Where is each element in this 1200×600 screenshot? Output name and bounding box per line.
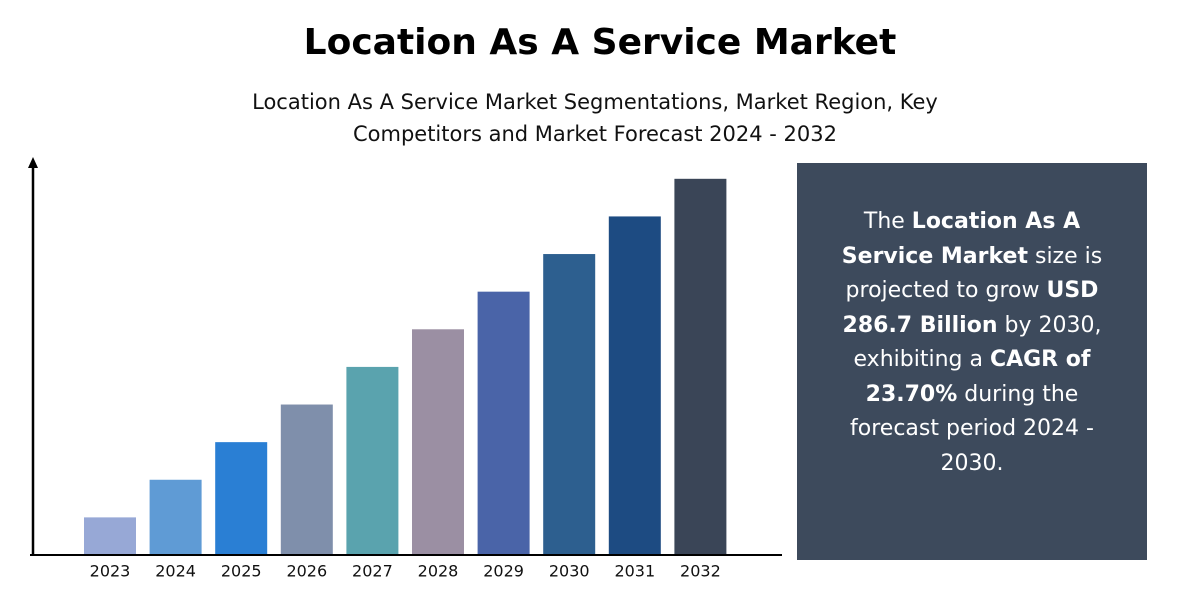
body-text: The bbox=[863, 209, 912, 234]
x-tick-label: 2028 bbox=[418, 562, 459, 581]
highlight-text: CAGR of 23.70% bbox=[865, 347, 1091, 407]
x-tick-label: 2026 bbox=[286, 562, 327, 581]
highlight-text: Location As A Service Market bbox=[841, 209, 1081, 269]
x-tick-label: 2029 bbox=[483, 562, 524, 581]
x-tick-label: 2032 bbox=[680, 562, 721, 581]
bar bbox=[477, 291, 530, 555]
x-tick-label: 2031 bbox=[614, 562, 655, 581]
bar bbox=[84, 517, 136, 555]
highlight-text: USD 286.7 Billion bbox=[842, 278, 1099, 338]
bar bbox=[674, 178, 727, 556]
bar bbox=[215, 442, 268, 555]
info-box: The Location As A Service Market size is… bbox=[797, 163, 1147, 560]
chart: 2023 2024 2025 2026 2027 2028 2029 2030 2031 2032 bbox=[28, 157, 782, 581]
x-tick-label: 2025 bbox=[221, 562, 262, 581]
bar bbox=[608, 216, 661, 555]
bar bbox=[346, 366, 399, 555]
x-tick-label: 2027 bbox=[352, 562, 393, 581]
x-tick-label: 2030 bbox=[549, 562, 590, 581]
x-tick-label: 2023 bbox=[90, 562, 131, 581]
bar bbox=[543, 254, 596, 556]
body-text: size is projected to grow bbox=[845, 243, 1103, 304]
axis-arrow bbox=[28, 157, 38, 168]
bar bbox=[280, 404, 333, 555]
bar bbox=[412, 329, 464, 555]
bar bbox=[149, 479, 202, 555]
body-text: by 2030, exhibiting a bbox=[853, 312, 1102, 373]
chart-subtitle: Location As A Service Market Segmentatio… bbox=[252, 90, 938, 146]
body-text: during the forecast period 2024 - 2030. bbox=[850, 381, 1094, 476]
chart-title: Location As A Service Market bbox=[303, 22, 897, 63]
x-tick-label: 2024 bbox=[155, 562, 196, 581]
